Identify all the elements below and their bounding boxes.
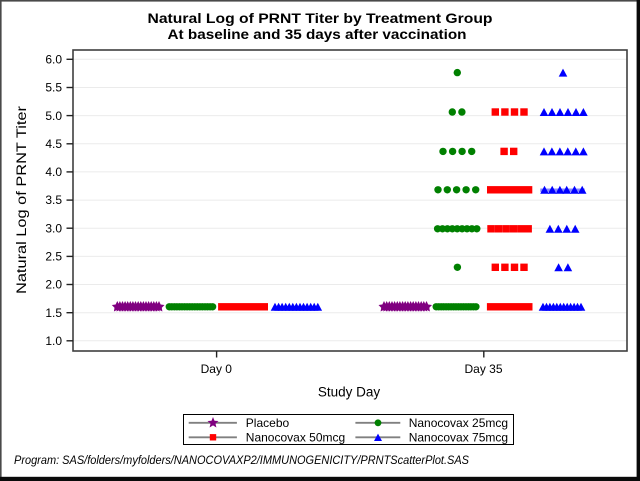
svg-text:Program: SAS/folders/myfolders: Program: SAS/folders/myfolders/NANOCOVAX… (14, 453, 470, 467)
svg-text:Natural Log of PRNT Titer: Natural Log of PRNT Titer (14, 105, 29, 294)
svg-text:3.5: 3.5 (45, 193, 62, 207)
svg-text:5.5: 5.5 (45, 81, 62, 95)
svg-text:Study Day: Study Day (318, 385, 381, 400)
svg-text:2.5: 2.5 (45, 250, 62, 264)
svg-text:Day 35: Day 35 (464, 362, 502, 376)
svg-text:Placebo: Placebo (246, 416, 290, 430)
svg-text:Natural Log of PRNT Titer by T: Natural Log of PRNT Titer by Treatment G… (148, 11, 493, 26)
svg-text:3.0: 3.0 (45, 221, 62, 235)
svg-text:Nanocovax 25mcg: Nanocovax 25mcg (409, 416, 508, 430)
svg-text:5.0: 5.0 (45, 109, 62, 123)
svg-text:1.0: 1.0 (45, 334, 62, 348)
svg-text:4.0: 4.0 (45, 165, 62, 179)
svg-text:2.0: 2.0 (45, 278, 62, 292)
svg-text:Nanocovax 50mcg: Nanocovax 50mcg (246, 431, 345, 445)
svg-text:Nanocovax 75mcg: Nanocovax 75mcg (409, 431, 508, 445)
svg-text:Day 0: Day 0 (201, 362, 233, 376)
svg-text:6.0: 6.0 (45, 53, 62, 67)
svg-text:4.5: 4.5 (45, 137, 62, 151)
svg-text:At baseline and 35 days after: At baseline and 35 days after vaccinatio… (168, 27, 467, 42)
svg-text:1.5: 1.5 (45, 306, 62, 320)
